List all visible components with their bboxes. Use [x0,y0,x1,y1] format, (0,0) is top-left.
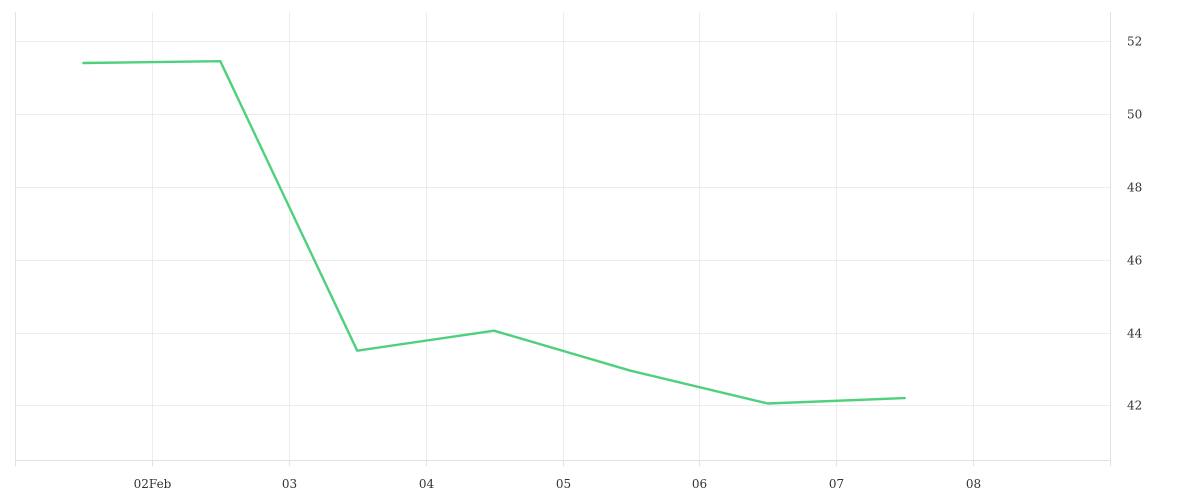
x-tick-label: 06 [692,477,707,491]
tick-labels: 42 44 46 48 50 52 02Feb 03 04 05 06 07 08 [134,35,1143,492]
y-tick-label: 42 [1127,399,1142,413]
x-tick-label: 08 [966,477,981,491]
x-tick-label: 02Feb [134,477,172,491]
grid [15,12,1110,460]
series-group [82,60,906,405]
y-tick-label: 44 [1127,327,1143,341]
x-tick-label: 07 [829,477,844,491]
y-tick-label: 50 [1127,108,1142,122]
series-line [82,60,906,405]
x-tick-label: 04 [419,477,435,491]
x-tick-label: 03 [282,477,297,491]
y-tick-label: 52 [1127,35,1142,49]
x-tick-label: 05 [556,477,571,491]
axes [15,12,1111,466]
y-tick-label: 48 [1127,181,1142,195]
y-tick-label: 46 [1127,254,1142,268]
